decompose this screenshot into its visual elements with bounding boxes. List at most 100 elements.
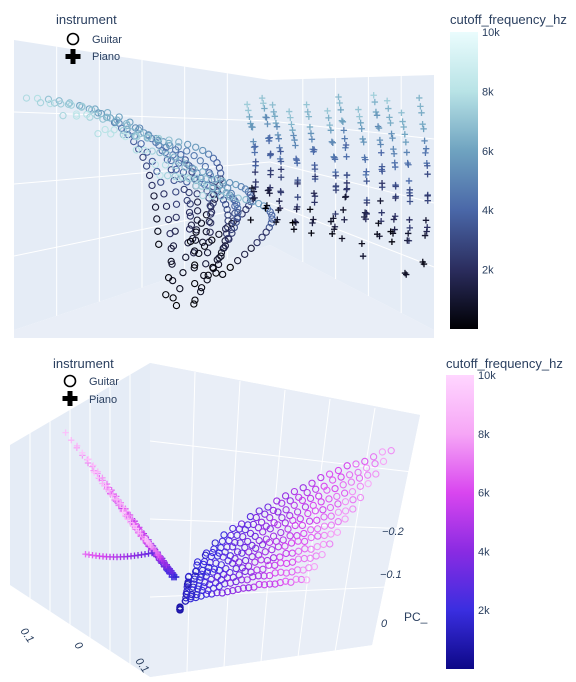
bottom-piano-point (90, 469, 98, 476)
bottom-piano-point (124, 516, 131, 523)
bottom-guitar-point (254, 524, 263, 532)
top-3d-scatter-chart[interactable]: instrument Guitar Piano cutoff_frequency… (0, 0, 576, 345)
bottom-guitar-point (290, 487, 299, 496)
top-piano-point (424, 192, 431, 200)
top-piano-point (338, 117, 346, 124)
top-guitar-point (44, 95, 53, 103)
top-piano-point (359, 135, 366, 143)
top-grid-line (13, 161, 271, 185)
top-guitar-point (215, 230, 223, 239)
top-guitar-point (215, 164, 224, 172)
top-legend-guitar-symbol[interactable] (66, 32, 80, 46)
top-guitar-point (192, 182, 200, 190)
top-guitar-point (155, 240, 163, 248)
top-guitar-point (190, 300, 198, 308)
top-guitar-point (199, 168, 207, 176)
colorbar-tick-2k: 2k (482, 265, 494, 277)
top-piano-point (362, 156, 369, 163)
top-3d-scatter-panel[interactable]: instrument Guitar Piano cutoff_frequency… (0, 0, 576, 345)
bottom-piano-point (130, 522, 138, 529)
top-piano-point (273, 123, 281, 130)
bottom-guitar-point (200, 583, 208, 591)
top-piano-point (340, 127, 348, 134)
top-guitar-point (203, 276, 211, 284)
top-legend-piano-label[interactable]: Piano (92, 51, 120, 63)
bottom-guitar-point (234, 585, 242, 594)
top-piano-point (275, 206, 282, 214)
bottom-guitar-point (259, 565, 267, 573)
colorbar-tick-6k: 6k (482, 146, 494, 158)
top-guitar-point (180, 185, 188, 194)
top-piano-point (386, 114, 393, 121)
top-piano-point (401, 131, 409, 138)
bottom-piano-point (73, 442, 81, 450)
top-guitar-point (203, 183, 211, 191)
top-piano-point (363, 177, 370, 185)
bottom-piano-point (113, 497, 120, 504)
bottom-guitar-point (337, 473, 345, 481)
bottom-guitar-point (348, 488, 357, 496)
top-piano-point (337, 106, 344, 114)
top-guitar-point (185, 208, 194, 217)
bottom-piano-point (68, 437, 75, 444)
top-piano-point (290, 226, 298, 233)
bottom-3d-scatter-chart[interactable]: −0.2 −0.1 0 PC_ 0.1 0 0.1 instrument Gui… (0, 345, 576, 677)
top-piano-point (245, 107, 252, 114)
top-guitar-point (221, 242, 230, 250)
top-guitar-point (36, 99, 45, 107)
bottom-guitar-point (271, 561, 279, 570)
bottom-guitar-point (294, 547, 303, 555)
top-piano-point (357, 119, 364, 127)
bottom-legend-piano-symbol[interactable] (62, 391, 78, 406)
top-piano-point (422, 149, 429, 157)
colorbar-tick-10k: 10k (482, 27, 500, 39)
bottom-guitar-point (274, 508, 282, 516)
bottom-guitar-point (265, 571, 274, 580)
bottom-guitar-point (320, 522, 329, 530)
top-guitar-point (217, 192, 225, 200)
bottom-piano-point (90, 462, 97, 469)
top-guitar-point (203, 249, 212, 257)
colorbar-tick-8k: 8k (478, 429, 490, 441)
bottom-guitar-point (195, 582, 203, 590)
top-piano-point (294, 159, 301, 167)
top-legend-piano-symbol[interactable] (65, 49, 81, 64)
top-guitar-point (198, 182, 206, 190)
bottom-guitar-point (355, 474, 364, 482)
bottom-guitar-point (387, 447, 395, 455)
top-piano-point (329, 230, 336, 237)
top-guitar-point (179, 168, 188, 176)
top-piano-point (342, 141, 350, 149)
bottom-3d-scene[interactable] (10, 363, 420, 677)
top-piano-point (342, 193, 350, 200)
bottom-legend-piano-label[interactable]: Piano (89, 394, 117, 406)
top-piano-point (332, 183, 340, 190)
bottom-guitar-point (201, 578, 209, 587)
top-piano-point (260, 100, 267, 107)
top-piano-point (308, 229, 315, 237)
bottom-guitar-point (306, 494, 315, 503)
bottom-guitar-point (327, 530, 335, 538)
bottom-legend-guitar-symbol[interactable] (63, 374, 77, 388)
bottom-guitar-point (287, 578, 295, 586)
top-guitar-point (165, 136, 173, 144)
bottom-guitar-point (349, 496, 357, 504)
top-piano-point (303, 101, 310, 108)
top-guitar-point (163, 150, 171, 159)
top-legend-guitar-label[interactable]: Guitar (92, 34, 122, 46)
top-guitar-point (103, 113, 111, 122)
bottom-3d-scatter-panel[interactable]: −0.2 −0.1 0 PC_ 0.1 0 0.1 instrument Gui… (0, 345, 576, 677)
top-piano-point (379, 168, 386, 175)
top-3d-scene[interactable] (13, 40, 435, 338)
top-guitar-point (172, 188, 180, 196)
bottom-guitar-point (282, 506, 290, 514)
bottom-guitar-point (303, 488, 311, 497)
top-piano-point (358, 125, 365, 132)
top-piano-point (292, 142, 299, 149)
top-piano-point (324, 107, 331, 115)
bottom-legend-guitar-label[interactable]: Guitar (89, 376, 119, 388)
top-guitar-point (151, 203, 160, 211)
top-guitar-point (196, 287, 205, 296)
top-piano-point (398, 109, 405, 116)
bottom-grid-line (334, 407, 376, 653)
